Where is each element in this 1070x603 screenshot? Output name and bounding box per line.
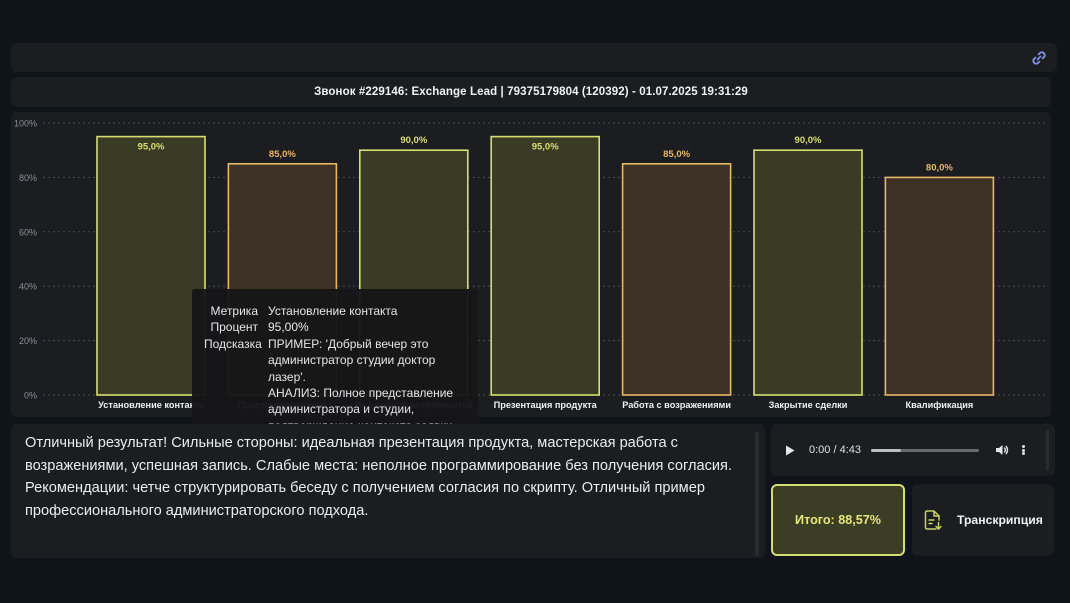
tooltip-hint-key: Подсказка [204, 336, 262, 351]
bar-value-label: 90,0% [795, 135, 822, 146]
metrics-chart-panel: 0% 20% 40% 60% 80% 100% 95,0% Установление конт… [11, 112, 1051, 515]
tooltip-percent-key: Процент [210, 320, 258, 335]
document-download-icon [922, 509, 944, 531]
summary-text: Отличный результат! Сильные стороны: иде… [25, 435, 733, 519]
total-score-label: Итого: 88,57% [795, 513, 881, 527]
y-tick-label: 100% [14, 119, 37, 129]
top-toolbar [11, 43, 1057, 72]
audio-scrollbar [1046, 430, 1049, 470]
tooltip-metric-key: Метрика [210, 304, 258, 318]
y-tick-label: 0% [24, 391, 37, 401]
x-tick-label: Работа с возражениями [622, 400, 731, 410]
bar-value-label: 85,0% [269, 149, 296, 160]
audio-seek-fill [871, 448, 902, 452]
bar[interactable] [96, 135, 206, 396]
more-vertical-icon[interactable] [1019, 443, 1027, 457]
bar[interactable] [490, 135, 601, 396]
y-tick-label: 20% [19, 336, 37, 346]
x-tick-label: Презентация продукта [494, 400, 598, 410]
summary-panel: Отличный результат! Сильные стороны: иде… [11, 424, 765, 558]
audio-time: 0:00 / 4:43 [809, 444, 861, 456]
bar-value-label: 90,0% [400, 135, 427, 146]
audio-seek-slider[interactable] [871, 448, 979, 452]
bar[interactable] [753, 149, 863, 396]
x-tick-label: Квалификация [906, 400, 974, 410]
x-tick-label: Установление контакта [98, 400, 205, 410]
call-title-bar: Звонок #229146: Exchange Lead | 79375179… [11, 77, 1051, 107]
summary-scrollbar[interactable] [755, 432, 759, 556]
y-tick-label: 40% [19, 282, 37, 292]
y-tick-label: 80% [19, 173, 37, 183]
tooltip-percent-value: 95,00% [268, 320, 309, 335]
bar-value-label: 80,0% [926, 162, 953, 173]
transcript-button[interactable]: Транскрипция [912, 484, 1054, 556]
play-icon[interactable] [785, 443, 799, 457]
audio-player-panel: 0:00 / 4:43 [771, 424, 1055, 476]
call-title: Звонок #229146: Exchange Lead | 79375179… [314, 86, 748, 98]
transcript-button-label: Транскрипция [957, 513, 1043, 527]
x-tick-label: Закрытие сделки [769, 400, 848, 410]
bar-value-label: 95,0% [532, 142, 559, 153]
bar[interactable] [884, 176, 995, 396]
bar[interactable] [621, 162, 732, 396]
total-score-card: Итого: 88,57% [771, 484, 905, 556]
bar-value-label: 85,0% [663, 149, 690, 160]
link-icon[interactable] [1029, 48, 1049, 68]
bar-value-label: 95,0% [138, 142, 165, 153]
audio-player: 0:00 / 4:43 [785, 432, 1041, 468]
y-tick-label: 60% [19, 227, 37, 237]
volume-icon[interactable] [995, 443, 1009, 457]
metrics-bar-chart: 0% 20% 40% 60% 80% 100% 95,0% Установление конт… [14, 119, 1047, 410]
tooltip-metric-value: Установление контакта [268, 304, 398, 318]
